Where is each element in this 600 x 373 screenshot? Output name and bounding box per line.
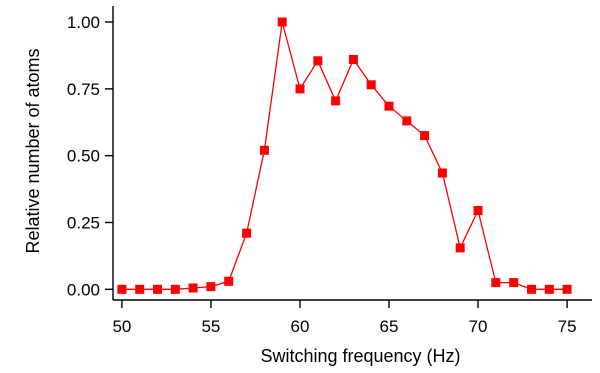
data-point — [259, 145, 269, 155]
y-tick-label: 0.00 — [67, 280, 100, 299]
data-point — [544, 284, 554, 294]
data-point — [242, 228, 252, 238]
data-point — [277, 17, 287, 27]
data-point — [313, 56, 323, 66]
data-point — [224, 276, 234, 286]
data-point — [402, 116, 412, 126]
data-point — [437, 168, 447, 178]
x-tick-label: 60 — [291, 317, 310, 336]
series-line — [121, 21, 568, 290]
data-point — [170, 284, 180, 294]
y-tick-label: 1.00 — [67, 13, 100, 32]
data-point — [527, 284, 536, 294]
x-axis-title: Switching frequency (Hz) — [260, 346, 460, 366]
data-point — [135, 284, 145, 294]
data-point — [384, 101, 394, 111]
data-point — [117, 284, 127, 294]
x-tick-label: 65 — [380, 317, 399, 336]
data-point — [509, 278, 519, 288]
data-point — [153, 284, 162, 294]
data-point — [562, 284, 572, 294]
data-point — [295, 84, 305, 94]
y-tick-label: 0.75 — [67, 80, 100, 99]
y-axis-title: Relative number of atoms — [23, 48, 43, 253]
series-layer — [117, 17, 572, 294]
data-point — [331, 96, 341, 106]
data-point — [206, 282, 216, 292]
data-point — [473, 206, 483, 215]
y-tick-label: 0.50 — [67, 147, 100, 166]
y-tick-label: 0.25 — [67, 213, 100, 232]
data-point — [366, 80, 376, 90]
data-point — [420, 131, 430, 141]
data-point — [188, 283, 198, 293]
x-tick-label: 70 — [469, 317, 488, 336]
x-tick-label: 55 — [201, 317, 220, 336]
data-point — [491, 278, 501, 288]
axes: 0.00 0.25 0.50 0.75 1.00 50 55 60 65 70 75 — [67, 6, 592, 336]
x-tick-label: 50 — [112, 317, 131, 336]
data-point — [455, 243, 465, 253]
x-tick-label: 75 — [558, 317, 577, 336]
data-point — [348, 55, 358, 64]
